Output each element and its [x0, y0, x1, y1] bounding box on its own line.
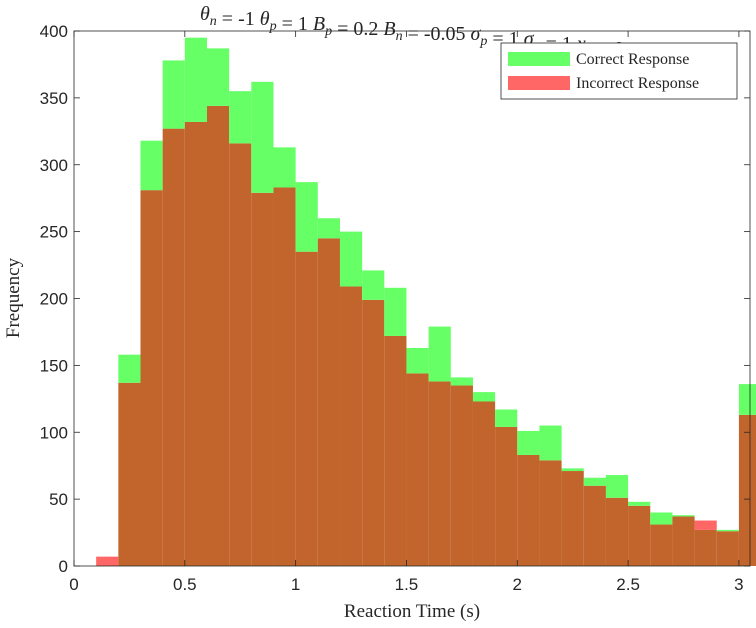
- bar-overlap: [716, 531, 739, 566]
- bar-correct: [295, 182, 318, 252]
- bar-correct: [362, 270, 385, 300]
- bar-overlap: [428, 381, 451, 566]
- bar-correct: [118, 354, 141, 383]
- y-tick-label: 100: [40, 423, 68, 442]
- bar-overlap: [229, 143, 252, 566]
- bar-correct: [273, 147, 296, 188]
- bar-correct: [229, 91, 252, 144]
- bar-overlap: [583, 485, 606, 566]
- bar-overlap: [450, 385, 473, 566]
- x-tick-label: 1.5: [395, 575, 419, 594]
- bar-correct: [450, 377, 473, 386]
- legend-label-correct: Correct Response: [576, 51, 689, 68]
- bar-correct: [206, 48, 230, 106]
- bar-overlap: [628, 505, 651, 566]
- x-tick-label: 1: [291, 575, 300, 594]
- y-tick-label: 400: [40, 22, 68, 41]
- legend-swatch-incorrect: [508, 76, 570, 90]
- bar-correct: [561, 468, 584, 472]
- ticks-layer: 0 0.5 1 1.5 2 2.5 3 0 50 100 150 200 250 300 350 400: [40, 22, 750, 594]
- bar-overlap: [561, 471, 584, 566]
- y-tick-label: 350: [40, 89, 68, 108]
- x-tick-label: 3: [734, 575, 743, 594]
- bar-overlap: [406, 373, 429, 566]
- y-tick-label: 50: [49, 490, 68, 509]
- x-tick-label: 0.5: [173, 575, 197, 594]
- bar-incorrect: [96, 556, 119, 566]
- y-tick-label: 250: [40, 223, 68, 242]
- legend-label-incorrect: Incorrect Response: [576, 75, 699, 92]
- bar-correct: [140, 140, 163, 191]
- bar-overlap: [384, 335, 407, 566]
- bar-correct: [495, 409, 518, 427]
- bar-correct: [406, 347, 429, 374]
- bar-correct: [605, 475, 629, 498]
- bar-correct: [472, 392, 496, 402]
- bar-overlap: [118, 382, 141, 566]
- bar-overlap: [295, 251, 318, 566]
- y-tick-label: 0: [59, 557, 68, 576]
- bar-overlap: [694, 529, 717, 566]
- bar-correct: [339, 231, 363, 287]
- bar-overlap: [317, 238, 340, 566]
- legend: Correct Response Incorrect Response: [500, 42, 738, 100]
- bar-correct: [384, 287, 407, 336]
- bar-overlap: [650, 524, 673, 566]
- bar-overlap: [140, 190, 163, 566]
- bar-correct: [539, 425, 562, 461]
- bar-overlap: [738, 414, 756, 566]
- bar-overlap: [362, 299, 385, 566]
- bar-overlap: [251, 192, 274, 566]
- legend-swatch-correct: [508, 52, 570, 66]
- bar-incorrect: [694, 520, 717, 530]
- bar-correct: [650, 512, 673, 525]
- bar-correct: [162, 60, 185, 129]
- bar-correct: [184, 37, 207, 122]
- bar-overlap: [206, 105, 230, 567]
- y-tick-label: 200: [40, 290, 68, 309]
- bar-correct: [517, 430, 540, 455]
- x-tick-label: 0: [69, 575, 78, 594]
- bar-correct: [251, 81, 274, 193]
- bar-overlap: [672, 516, 695, 566]
- bar-overlap: [472, 401, 496, 566]
- bar-overlap: [517, 454, 540, 566]
- bar-correct: [716, 529, 739, 532]
- bar-overlap: [273, 187, 296, 567]
- bar-overlap: [539, 460, 562, 566]
- bar-overlap: [184, 121, 207, 566]
- bars-layer: [96, 37, 756, 567]
- bar-overlap: [495, 426, 518, 566]
- bar-correct: [428, 326, 451, 382]
- bar-correct: [672, 515, 695, 517]
- bar-correct: [317, 218, 340, 239]
- x-axis-label: Reaction Time (s): [344, 601, 480, 622]
- y-axis-label: Frequency: [3, 257, 24, 338]
- x-tick-label: 2: [513, 575, 522, 594]
- bar-correct: [583, 477, 606, 486]
- y-tick-label: 150: [40, 356, 68, 375]
- bar-overlap: [339, 286, 363, 566]
- x-tick-label: 2.5: [616, 575, 640, 594]
- bar-correct: [738, 384, 756, 415]
- bar-overlap: [162, 128, 185, 566]
- bar-correct: [628, 501, 651, 506]
- bar-overlap: [605, 497, 629, 566]
- y-tick-label: 300: [40, 156, 68, 175]
